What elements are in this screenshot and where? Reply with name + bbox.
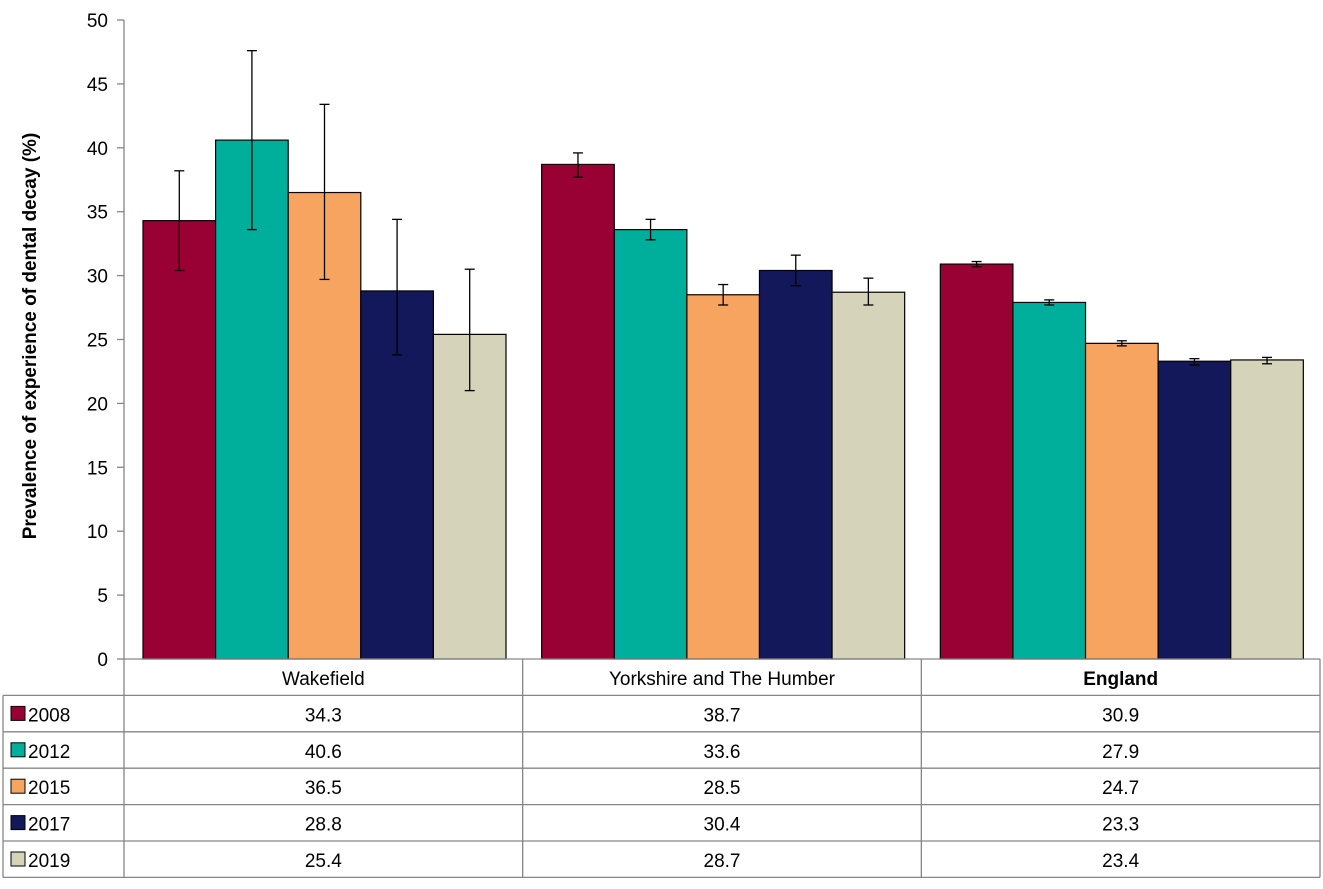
bar-2019-2 (1230, 359, 1304, 660)
bar-2015-1 (686, 294, 761, 660)
error-bar-2019-0 (464, 268, 475, 392)
table-cell-value: 36.5 (305, 778, 342, 799)
y-axis-label: Prevalence of experience of dental decay… (20, 133, 41, 540)
legend-label-2008: 2008 (28, 705, 70, 726)
table-cell-value: 40.6 (305, 742, 342, 763)
data-table: Wakefield Yorkshire and The Humber England… (2, 658, 1321, 879)
table-cell-value: 23.3 (1102, 815, 1139, 836)
legend-label-2017: 2017 (28, 815, 70, 836)
table-cell-value: 27.9 (1102, 742, 1139, 763)
legend-swatch-2019 (10, 851, 26, 867)
bars (142, 139, 1304, 660)
bar-2019-1 (831, 291, 906, 660)
legend-swatch-2017 (10, 815, 26, 831)
bar-2008-0 (142, 220, 217, 660)
error-bar-2008-1 (572, 152, 583, 178)
y-tick-label: 40 (87, 139, 108, 160)
axes: 0 5 10 15 20 25 30 35 40 45 50 (87, 11, 125, 671)
x-category-label: Wakefield (282, 669, 365, 690)
error-bar-2012-1 (645, 218, 656, 241)
error-bar-2015-0 (319, 103, 330, 281)
error-bar-2015-1 (718, 283, 729, 306)
error-bars (174, 50, 1273, 392)
error-bar-2008-2 (971, 260, 982, 268)
y-tick-label: 50 (87, 11, 108, 32)
table-cell-value: 34.3 (305, 705, 342, 726)
error-bar-2012-2 (1044, 299, 1055, 306)
legend-label-2019: 2019 (28, 851, 70, 872)
bar-2012-1 (613, 228, 688, 660)
table-cell-value: 30.4 (704, 815, 741, 836)
table-cell-value: 28.7 (704, 851, 741, 872)
bar-2015-2 (1084, 342, 1159, 660)
table-cell-value: 33.6 (704, 742, 741, 763)
y-tick-label: 20 (87, 394, 108, 415)
table-cell-value: 38.7 (704, 705, 741, 726)
y-tick-label: 45 (87, 75, 108, 96)
error-bar-2015-2 (1116, 340, 1127, 347)
y-tick-label: 5 (97, 586, 108, 607)
legend-swatch-2015 (10, 778, 26, 794)
x-category-label: England (1083, 669, 1158, 690)
error-bar-2017-1 (790, 254, 801, 287)
legend-swatch-2008 (10, 705, 26, 721)
error-bar-2008-0 (174, 170, 185, 272)
table-cell-value: 30.9 (1102, 705, 1139, 726)
y-tick-label: 10 (87, 522, 108, 543)
error-bar-2019-1 (863, 277, 874, 306)
error-bar-2019-2 (1262, 356, 1273, 365)
table-cell-value: 25.4 (305, 851, 342, 872)
y-tick-label: 35 (87, 203, 108, 224)
x-category-label: Yorkshire and The Humber (609, 669, 836, 690)
y-tick-label: 15 (87, 458, 108, 479)
bar-2008-1 (541, 163, 615, 660)
bar-2017-1 (758, 269, 833, 660)
legend-label-2012: 2012 (28, 742, 70, 763)
y-tick-label: 0 (97, 650, 108, 671)
y-tick-label: 30 (87, 267, 108, 288)
error-bar-2012-0 (246, 50, 257, 231)
error-bar-2017-2 (1189, 358, 1200, 366)
bar-2008-2 (939, 263, 1014, 660)
bar-2012-2 (1012, 301, 1087, 660)
table-cell-value: 23.4 (1102, 851, 1139, 872)
table-cell-value: 24.7 (1102, 778, 1139, 799)
error-bar-2017-0 (392, 218, 403, 356)
legend-label-2015: 2015 (28, 778, 70, 799)
table-cell-value: 28.5 (704, 778, 741, 799)
legend-swatch-2012 (10, 742, 26, 758)
y-tick-label: 25 (87, 331, 108, 352)
bar-2017-2 (1157, 360, 1232, 660)
table-cell-value: 28.8 (305, 815, 342, 836)
